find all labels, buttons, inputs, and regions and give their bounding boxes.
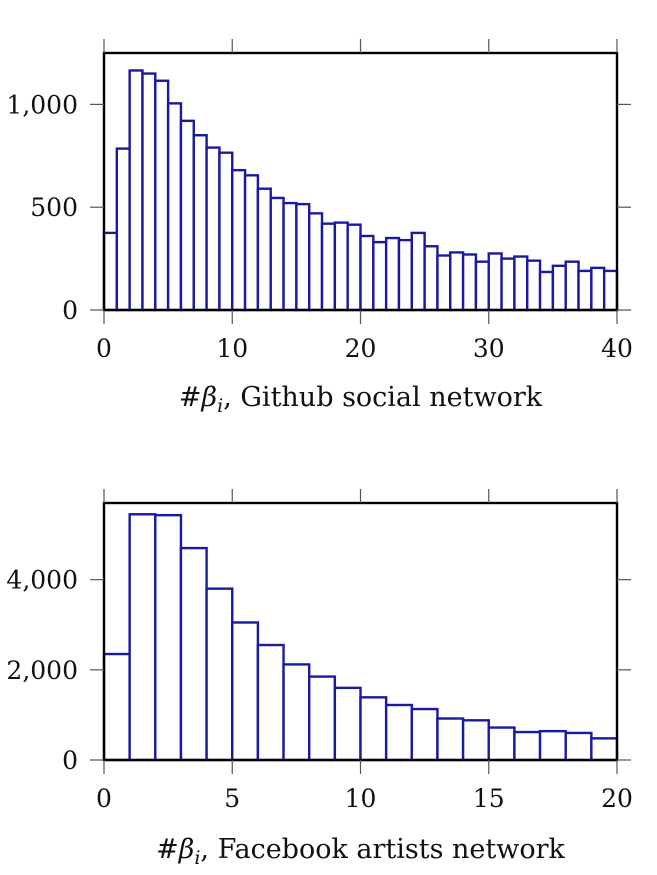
- x-axis-label: #βi, Facebook artists network: [156, 834, 565, 869]
- histogram-bar: [564, 260, 580, 312]
- x-tick-label: 5: [224, 784, 240, 813]
- histogram-bar: [205, 587, 234, 762]
- histogram-bar: [436, 717, 465, 762]
- x-tick-label: 15: [473, 784, 505, 813]
- github-histogram: 0 10 20 30 40 0 500 1,000 #βi, Github social net…: [6, 39, 633, 417]
- y-tick-label: 0: [62, 296, 78, 325]
- x-tick-label: 0: [96, 334, 112, 363]
- histogram-bar: [205, 146, 221, 312]
- histogram-bar: [154, 79, 170, 312]
- y-tick-label: 4,000: [6, 566, 78, 595]
- histogram-bar: [577, 269, 593, 312]
- histogram-bar: [256, 643, 285, 762]
- y-tick-label: 1,000: [6, 90, 78, 119]
- x-tick-label: 20: [601, 784, 633, 813]
- histogram-bar: [128, 513, 157, 762]
- histogram-bar: [384, 236, 401, 312]
- histogram-bar: [461, 719, 490, 762]
- histogram-bar: [179, 546, 208, 762]
- histogram-bar: [231, 621, 260, 762]
- histogram-bar: [166, 102, 183, 312]
- histogram-bar: [372, 240, 388, 312]
- histogram-bar: [141, 72, 157, 312]
- x-tick-label: 10: [216, 334, 248, 363]
- histogram-bar: [320, 222, 337, 312]
- histogram-bar: [590, 266, 606, 312]
- histogram-bar: [115, 147, 131, 312]
- histogram-bar: [102, 231, 119, 312]
- histogram-bar: [397, 238, 414, 312]
- histogram-bar: [333, 686, 362, 762]
- x-tick-label: 0: [96, 784, 112, 813]
- y-tick-label: 500: [30, 193, 78, 222]
- histogram-bar: [256, 187, 272, 312]
- histogram-bar: [192, 134, 208, 312]
- histogram-bar: [487, 252, 503, 312]
- histogram-bar: [128, 69, 144, 312]
- histogram-bar: [423, 245, 439, 312]
- histogram-bar: [359, 234, 375, 312]
- histogram-bar: [487, 726, 516, 762]
- histogram-bar: [500, 257, 516, 312]
- histogram-bar: [538, 729, 567, 762]
- histogram-bar: [282, 201, 298, 312]
- histogram-bar: [308, 675, 337, 762]
- x-tick-label: 40: [601, 334, 633, 363]
- histogram-bar: [461, 253, 478, 312]
- y-tick-label: 0: [62, 746, 78, 775]
- x-tick-label: 10: [345, 784, 377, 813]
- histogram-bar: [513, 730, 542, 762]
- histogram-bar: [346, 223, 362, 312]
- x-tick-label: 30: [473, 334, 505, 363]
- histogram-bar: [218, 151, 234, 312]
- histogram-bar: [154, 513, 183, 762]
- histogram-bar: [474, 260, 490, 312]
- histogram-bar: [359, 696, 388, 762]
- histogram-bar: [449, 251, 465, 312]
- histogram-bar: [295, 202, 311, 312]
- histogram-bar: [102, 652, 131, 762]
- histogram-bar: [282, 663, 311, 762]
- histogram-bar: [436, 254, 452, 312]
- histogram-bar: [410, 707, 439, 762]
- histogram-bar: [526, 259, 542, 312]
- x-tick-label: 20: [345, 334, 377, 363]
- histogram-bar: [308, 212, 324, 312]
- x-axis-label: #βi, Github social network: [179, 382, 543, 417]
- y-tick-label: 2,000: [6, 656, 78, 685]
- histogram-bar: [179, 119, 195, 312]
- histogram-bar: [551, 264, 567, 312]
- histogram-bar: [231, 168, 247, 312]
- histogram-bar: [410, 231, 426, 312]
- histogram-bar: [590, 737, 619, 762]
- facebook-histogram: 0 5 10 15 20 0 2,000 4,000 #βi, Facebook artists…: [6, 489, 633, 869]
- histogram-bar: [243, 174, 260, 312]
- histogram-bar: [602, 269, 619, 312]
- histogram-bar: [513, 255, 529, 312]
- histogram-bar: [564, 731, 593, 762]
- histogram-bar: [538, 270, 555, 312]
- histogram-bar: [333, 221, 349, 312]
- histogram-bar: [269, 196, 285, 312]
- histogram-bar: [384, 703, 413, 762]
